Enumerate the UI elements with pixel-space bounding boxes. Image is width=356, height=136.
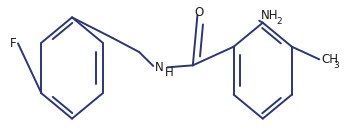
Text: CH: CH: [321, 53, 338, 66]
Text: N: N: [155, 61, 164, 74]
Text: 2: 2: [277, 17, 282, 26]
Text: 3: 3: [334, 61, 340, 70]
Text: F: F: [10, 37, 17, 50]
Text: NH: NH: [261, 9, 278, 22]
Text: O: O: [195, 6, 204, 18]
Text: H: H: [165, 66, 174, 79]
